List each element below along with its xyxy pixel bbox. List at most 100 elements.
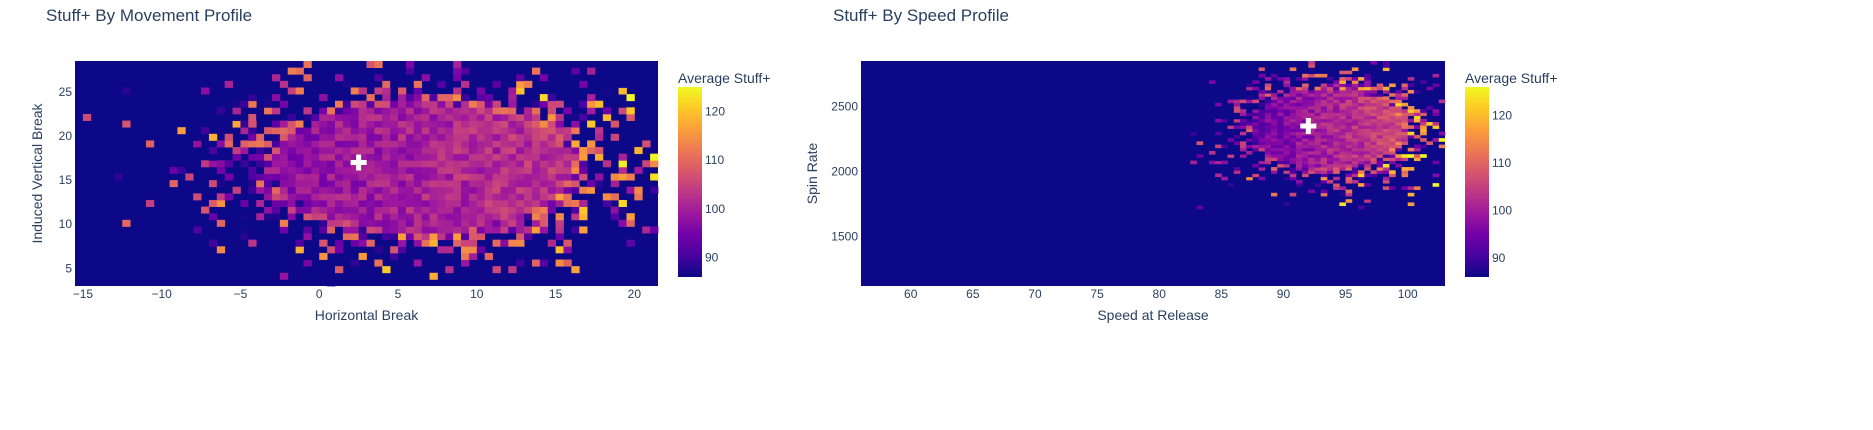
heatmap-cell — [366, 61, 375, 69]
heatmap-cell — [571, 140, 580, 148]
heatmap-cell — [193, 140, 202, 148]
heatmap-cell — [366, 127, 375, 135]
heatmap-cell — [1358, 118, 1365, 123]
heatmap-cell — [1351, 99, 1359, 104]
heatmap-cell — [1314, 86, 1322, 91]
heatmap-cell — [1277, 122, 1284, 126]
heatmap-cell — [492, 166, 501, 174]
heatmap-cell — [500, 173, 509, 181]
heatmap-cell — [1382, 112, 1390, 117]
heatmap-cell — [311, 186, 320, 194]
heatmap-cell — [1345, 122, 1353, 126]
heatmap-cell — [484, 133, 493, 141]
heatmap-cell — [358, 233, 367, 241]
heatmap-cell — [1320, 167, 1328, 171]
heatmap-cell — [279, 186, 289, 194]
heatmap-cell — [445, 153, 454, 161]
heatmap-cell — [500, 219, 509, 227]
colorbar-tick-label: 110 — [705, 153, 724, 167]
heatmap-cell — [271, 100, 281, 108]
heatmap-cell — [405, 120, 415, 128]
heatmap-cell — [1370, 96, 1378, 100]
heatmap-cell — [508, 199, 517, 207]
heatmap-cell — [610, 120, 620, 128]
heatmap-cell — [1271, 141, 1278, 145]
heatmap-cell — [571, 127, 580, 135]
heatmap-cell — [1345, 163, 1353, 168]
heatmap-cell — [1264, 109, 1272, 113]
heatmap-cell — [1358, 93, 1365, 97]
heatmap-cell — [334, 180, 344, 188]
heatmap-cell — [240, 160, 249, 168]
heatmap-cell — [374, 213, 383, 221]
heatmap-cell — [1351, 77, 1359, 81]
heatmap-cell — [350, 140, 360, 148]
heatmap-cell — [1302, 138, 1309, 142]
heatmap-cell — [1246, 112, 1253, 117]
heatmap-cell — [1258, 151, 1266, 155]
heatmap-cell — [405, 100, 415, 108]
heatmap-cell — [382, 173, 391, 181]
heatmap-cell — [524, 180, 533, 188]
heatmap-cell — [1358, 183, 1365, 187]
heatmap-cell — [358, 113, 367, 121]
heatmap-cell — [429, 160, 438, 168]
heatmap-cell — [1358, 141, 1365, 145]
heatmap-cell — [1289, 89, 1297, 94]
y-tick-label: 10 — [59, 217, 73, 231]
heatmap-cell — [1333, 183, 1340, 187]
heatmap-cell — [555, 140, 564, 148]
heatmap-cell — [516, 166, 525, 174]
heatmap-cell — [1277, 109, 1284, 113]
heatmap-cell — [327, 226, 336, 234]
heatmap-cell — [1376, 157, 1384, 162]
heatmap-cell — [1345, 189, 1353, 194]
heatmap-cell — [524, 127, 533, 135]
heatmap-cell — [398, 166, 407, 174]
heatmap-cell — [492, 153, 501, 161]
heatmap-cell — [1289, 151, 1297, 155]
heatmap-cell — [1246, 118, 1253, 123]
heatmap-cell — [1345, 151, 1353, 155]
heatmap-cell — [334, 140, 344, 148]
heatmap-cell — [1295, 83, 1303, 88]
heatmap-cell — [1339, 192, 1346, 197]
heatmap-cell — [1302, 160, 1309, 165]
heatmap-cell — [1320, 179, 1328, 184]
heatmap-cell — [295, 133, 304, 141]
heatmap-cell — [1358, 125, 1365, 129]
heatmap-cell — [445, 173, 454, 181]
heatmap-cell — [571, 160, 580, 168]
heatmap-cell — [500, 226, 509, 234]
heatmap-cell — [531, 199, 541, 207]
heatmap-cell — [295, 252, 304, 260]
heatmap-cell — [1314, 131, 1322, 136]
heatmap-cell — [311, 127, 320, 135]
heatmap-cell — [334, 120, 344, 128]
heatmap-cell — [508, 140, 517, 148]
heatmap-cell — [193, 166, 202, 174]
heatmap-cell — [1345, 77, 1353, 81]
heatmap-cell — [1358, 134, 1365, 139]
heatmap-cell — [1314, 134, 1322, 139]
heatmap-cell — [390, 80, 399, 88]
heatmap-cell — [524, 140, 533, 148]
heatmap-cell — [1345, 199, 1353, 203]
heatmap-cell — [1295, 102, 1303, 107]
heatmap-cell — [1283, 80, 1291, 84]
heatmap-cell — [382, 80, 391, 88]
heatmap-cell — [1345, 157, 1353, 162]
heatmap-cell — [405, 180, 415, 188]
heatmap-cell — [1283, 93, 1291, 97]
heatmap-cell — [421, 133, 430, 141]
heatmap-cell — [1308, 102, 1315, 107]
heatmap-cell — [374, 140, 383, 148]
heatmap-cell — [1326, 109, 1334, 113]
heatmap-cell — [82, 113, 92, 121]
heatmap-cell — [350, 113, 360, 121]
heatmap-cell — [1314, 138, 1322, 142]
heatmap-cell — [216, 199, 226, 207]
heatmap-cell — [1264, 112, 1272, 117]
